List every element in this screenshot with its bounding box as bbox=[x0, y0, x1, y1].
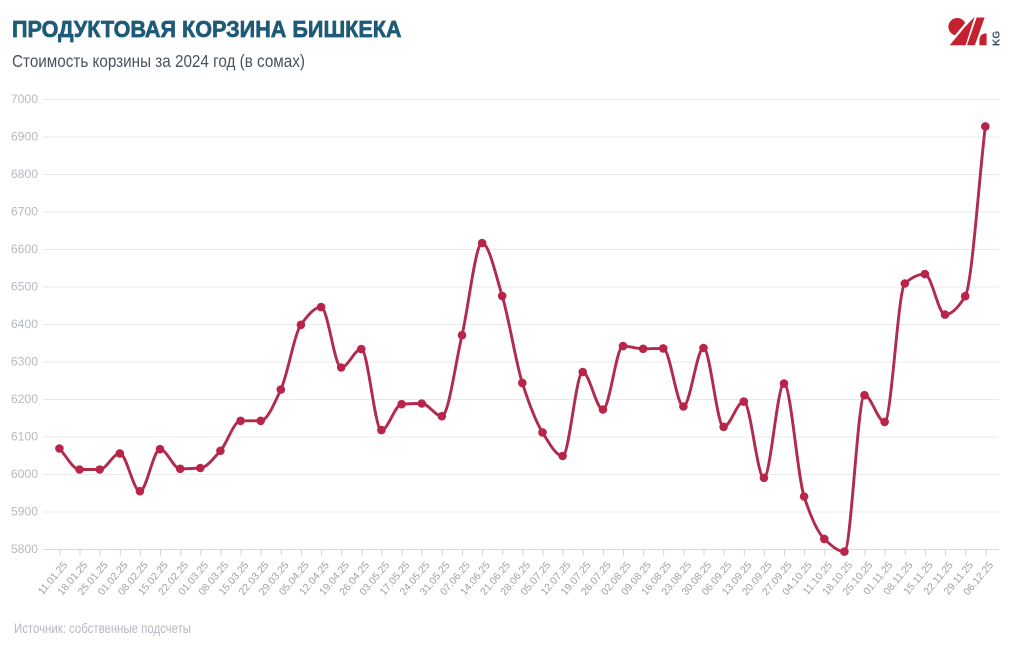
svg-text:6300: 6300 bbox=[11, 355, 38, 369]
svg-text:KG: KG bbox=[992, 31, 1003, 46]
svg-text:6900: 6900 bbox=[11, 130, 38, 144]
svg-text:6000: 6000 bbox=[11, 467, 38, 481]
svg-text:6600: 6600 bbox=[11, 242, 38, 256]
svg-text:6500: 6500 bbox=[11, 280, 38, 294]
svg-text:6100: 6100 bbox=[11, 430, 38, 444]
svg-text:6400: 6400 bbox=[11, 317, 38, 331]
svg-text:7000: 7000 bbox=[11, 92, 38, 106]
svg-text:6800: 6800 bbox=[11, 167, 38, 181]
svg-text:5900: 5900 bbox=[11, 505, 38, 519]
svg-text:6200: 6200 bbox=[11, 392, 38, 406]
svg-text:5800: 5800 bbox=[11, 542, 38, 556]
svg-text:6700: 6700 bbox=[11, 205, 38, 219]
